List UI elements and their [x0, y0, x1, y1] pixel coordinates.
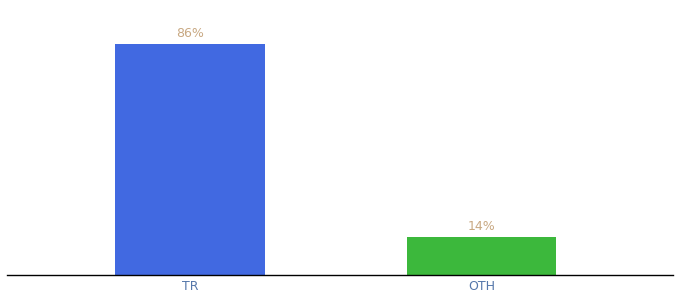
Bar: [115, 44, 265, 274]
Text: 14%: 14%: [468, 220, 496, 233]
Bar: [407, 237, 556, 274]
Text: 86%: 86%: [176, 27, 204, 40]
